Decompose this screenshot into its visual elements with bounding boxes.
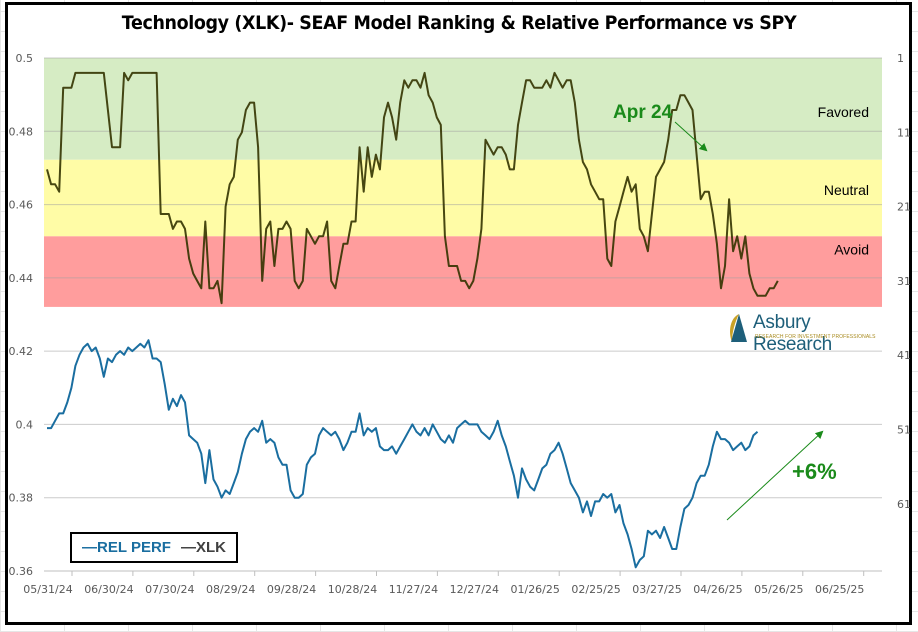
plus-6-pct-arrow — [726, 430, 824, 521]
logo-name: Asbury Research — [753, 312, 832, 355]
y-left-tick-label: 0.36 — [9, 565, 34, 578]
band-label-avoid: Avoid — [834, 241, 869, 257]
x-tick-label: 10/28/24 — [328, 583, 377, 596]
y-left-tick-label: 0.5 — [16, 52, 34, 65]
x-tick-label: 09/28/24 — [267, 583, 316, 596]
y-left-tick-label: 0.46 — [9, 199, 34, 212]
band-label-neutral: Neutral — [824, 182, 869, 198]
logo-mark-icon — [730, 314, 747, 342]
x-tick-label: 12/27/24 — [450, 583, 499, 596]
band-favored — [44, 58, 882, 160]
y-left-tick-label: 0.4 — [16, 418, 34, 431]
y-right-tick-label: 31 — [897, 275, 911, 288]
y-left-tick-label: 0.42 — [9, 345, 34, 358]
y-left-tick-label: 0.48 — [9, 125, 34, 138]
x-tick-label: 07/30/24 — [145, 583, 194, 596]
logo-tagline: RESEARCH FOR INVESTMENT PROFESSIONALS — [755, 334, 876, 340]
chart-title: Technology (XLK)- SEAF Model Ranking & R… — [121, 12, 797, 34]
series-line-rel-perf — [47, 339, 759, 569]
band-neutral — [44, 159, 882, 237]
band-avoid — [44, 236, 882, 307]
apr-24-arrow — [674, 121, 708, 152]
x-tick-label: 03/27/25 — [632, 583, 681, 596]
x-tick-label: 11/27/24 — [389, 583, 438, 596]
annotation-plus-6-pct: +6% — [792, 459, 837, 484]
legend-rel-perf: —REL PERF — [82, 539, 171, 556]
x-tick-label: 06/30/24 — [84, 583, 133, 596]
asbury-research-logo: Asbury Research RESEARCH FOR INVESTMENT … — [726, 312, 888, 355]
x-tick-label: 01/26/25 — [510, 583, 559, 596]
x-tick-label: 02/25/25 — [571, 583, 620, 596]
y-right-tick-label: 11 — [897, 126, 911, 139]
y-right-tick-label: 41 — [897, 349, 911, 362]
y-right-tick-label: 21 — [897, 201, 911, 214]
annotation-apr-24: Apr 24 — [613, 102, 673, 123]
y-left-tick-label: 0.44 — [9, 272, 34, 285]
legend-xlk: —XLK — [180, 539, 226, 556]
x-tick-label: 05/26/25 — [754, 583, 803, 596]
x-tick-label: 04/26/25 — [693, 583, 742, 596]
x-tick-label: 06/25/25 — [815, 583, 864, 596]
chart-legend: —REL PERF —XLK — [70, 532, 238, 563]
series-line-xlk — [46, 71, 779, 305]
y-left-tick-label: 0.38 — [9, 492, 34, 505]
x-tick-label: 05/31/24 — [23, 583, 72, 596]
y-right-tick-label: 61 — [897, 498, 911, 511]
band-label-favored: Favored — [818, 104, 869, 120]
y-right-tick-label: 1 — [897, 52, 904, 65]
x-tick-label: 08/29/24 — [206, 583, 255, 596]
y-right-tick-label: 51 — [897, 424, 911, 437]
